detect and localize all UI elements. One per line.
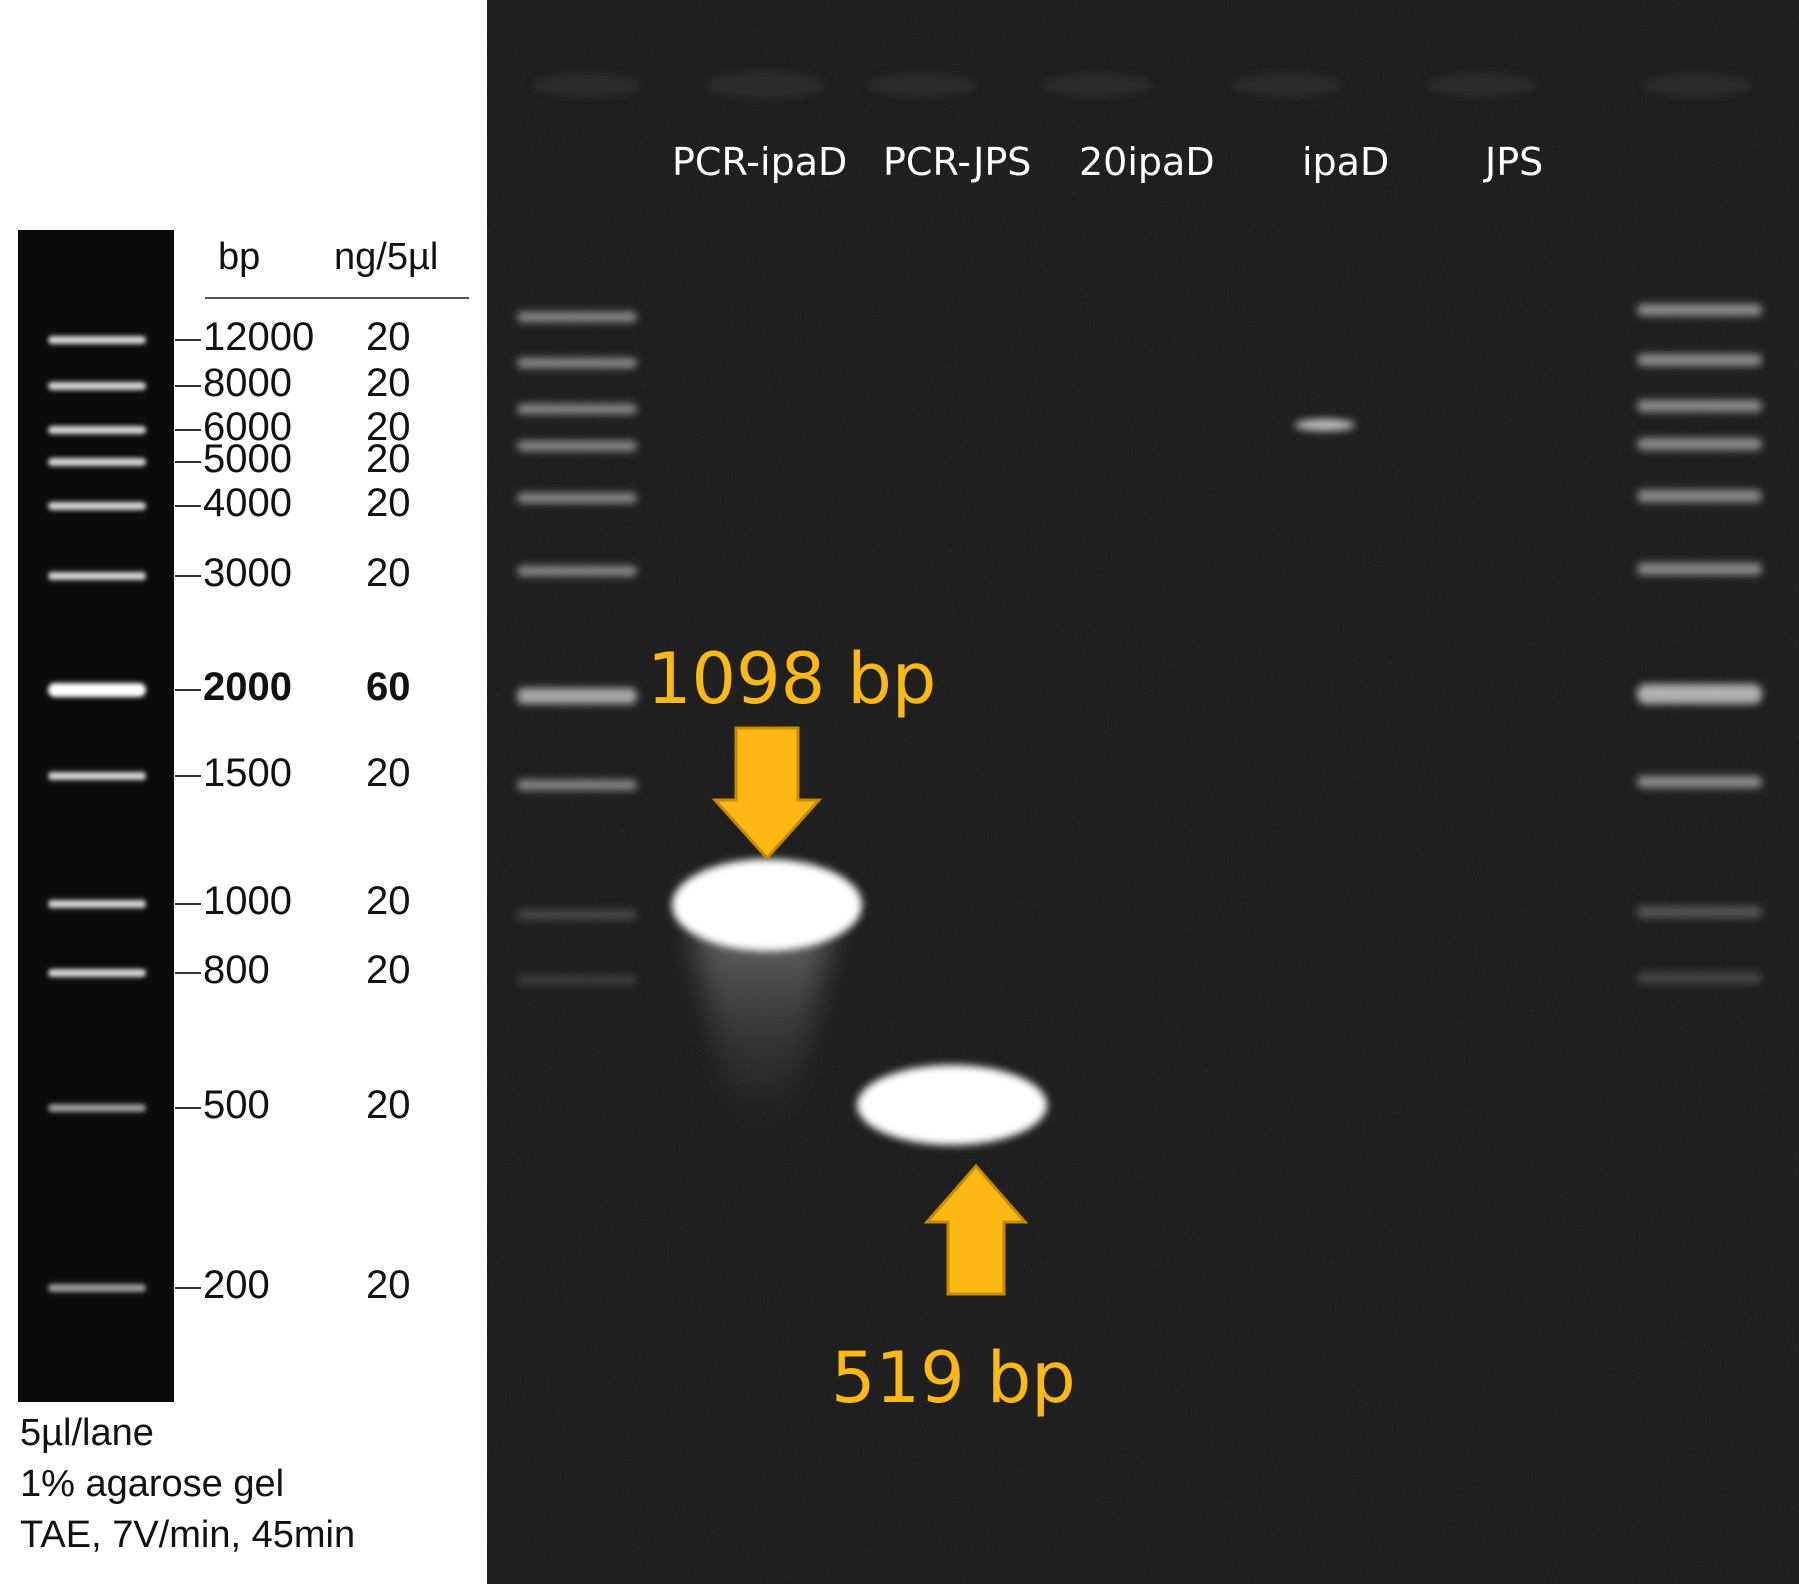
ladder-band-1500 xyxy=(48,772,146,780)
band-amount-label: 20 xyxy=(366,361,411,405)
lane-label-20ipad: 20ipaD xyxy=(1079,140,1215,184)
header-bp-label: bp xyxy=(218,236,261,278)
reference-ladder-panel: bp ng/5µl 12000 20 8000 20 6000 20 5000 20 4000 2… xyxy=(0,0,487,1584)
band-size-label: 1000 xyxy=(203,879,292,923)
band-amount-label: 20 xyxy=(366,405,411,449)
footer-line-2: 1% agarose gel xyxy=(20,1463,285,1505)
footer-line-1: 5µl/lane xyxy=(20,1412,154,1454)
band-amount-label: 20 xyxy=(366,948,411,992)
gel-photo xyxy=(487,0,1799,1584)
lane-label-ipad: ipaD xyxy=(1302,140,1390,184)
band-size-label: 6000 xyxy=(203,405,292,449)
band-size-label: 5000 xyxy=(203,437,292,481)
band-amount-label: 20 xyxy=(366,551,411,595)
header-ng-label: ng/5µl xyxy=(334,236,439,278)
band-size-label: 800 xyxy=(203,948,270,992)
arrow-down-icon xyxy=(711,726,823,861)
marker-lane-left xyxy=(517,312,637,985)
ladder-band-3000 xyxy=(48,572,146,580)
band-amount-label: 20 xyxy=(366,751,411,795)
band-pcr-jps xyxy=(857,1065,1047,1145)
band-amount-label: 60 xyxy=(366,665,411,709)
band-amount-label: 20 xyxy=(366,481,411,525)
band-ipad-faint xyxy=(1295,419,1355,431)
ladder-band-8000 xyxy=(48,382,146,390)
gel-image-panel: PCR-ipaD PCR-JPS 20ipaD ipaD JPS 1098 bp… xyxy=(487,0,1799,1584)
band-amount-label: 20 xyxy=(366,1263,411,1307)
band-amount-label: 20 xyxy=(366,315,411,359)
ladder-band-6000 xyxy=(48,426,146,434)
band-size-label: 1500 xyxy=(203,751,292,795)
lane-label-pcr-jps: PCR-JPS xyxy=(883,140,1032,184)
band-size-label: 500 xyxy=(203,1083,270,1127)
band-size-label: 12000 xyxy=(203,315,315,359)
band-size-label: 200 xyxy=(203,1263,270,1307)
wells xyxy=(532,71,1752,99)
ladder-band-12000 xyxy=(48,336,146,344)
ladder-band-5000 xyxy=(48,458,146,466)
band-size-label: 8000 xyxy=(203,361,292,405)
ladder-lane-strip xyxy=(18,230,174,1402)
ladder-band-500 xyxy=(48,1104,146,1112)
ladder-band-800 xyxy=(48,969,146,977)
band-amount-label: 20 xyxy=(366,437,411,481)
marker-lane-right xyxy=(1637,304,1762,984)
lane-label-pcr-ipad: PCR-ipaD xyxy=(672,140,848,184)
band-pcr-ipad xyxy=(672,859,862,1130)
footer-line-3: TAE, 7V/min, 45min xyxy=(20,1514,356,1556)
ladder-band-1000 xyxy=(48,900,146,908)
lane-label-jps: JPS xyxy=(1485,140,1544,184)
reference-ladder-image xyxy=(18,230,469,1402)
ladder-band-2000 xyxy=(48,683,146,697)
band-amount-label: 20 xyxy=(366,879,411,923)
band-size-label: 4000 xyxy=(203,481,292,525)
arrow-up-icon xyxy=(923,1163,1029,1296)
ladder-band-4000 xyxy=(48,502,146,510)
ladder-band-200 xyxy=(48,1284,146,1292)
size-label-519: 519 bp xyxy=(831,1337,1076,1419)
band-size-label: 3000 xyxy=(203,551,292,595)
size-label-1098: 1098 bp xyxy=(647,638,937,720)
band-size-label: 2000 xyxy=(203,665,292,709)
band-amount-label: 20 xyxy=(366,1083,411,1127)
